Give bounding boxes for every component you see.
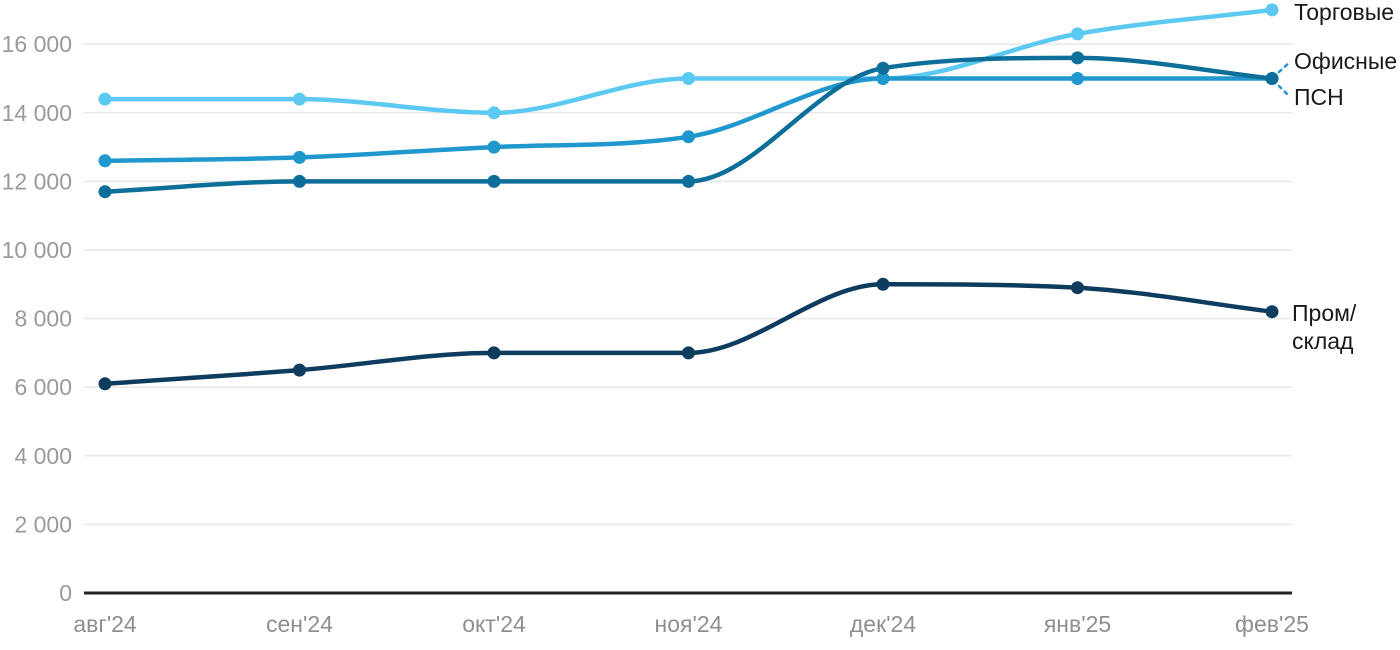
data-point	[1071, 281, 1084, 295]
legend-label-psn: ПСН	[1294, 84, 1344, 110]
x-axis-tick-labels: авг'24 сен'24 окт'24 ноя'24 дек'24 янв'25 фев'…	[73, 611, 1309, 637]
series-lines	[98, 3, 1279, 391]
leader-line-psn	[1277, 84, 1292, 99]
data-point	[876, 61, 890, 75]
data-point	[876, 72, 890, 85]
data-point	[682, 174, 695, 188]
y-tick-label: 10 000	[2, 237, 72, 263]
series-line	[102, 282, 1275, 387]
x-tick-label: сен'24	[266, 611, 333, 637]
data-point	[1071, 51, 1084, 65]
data-point	[98, 92, 112, 106]
data-point	[682, 346, 695, 360]
y-tick-label: 12 000	[2, 168, 72, 194]
gridlines	[84, 43, 1292, 526]
data-point	[487, 346, 501, 360]
data-point	[293, 174, 306, 188]
y-tick-label: 0	[59, 580, 72, 606]
x-tick-label: фев'25	[1235, 611, 1309, 637]
series-ПСН	[98, 72, 1279, 168]
data-point	[293, 92, 306, 106]
x-tick-label: авг'24	[73, 611, 137, 637]
data-point	[293, 363, 306, 377]
data-point	[293, 150, 306, 164]
series-Торговые	[98, 3, 1279, 120]
data-point	[1265, 305, 1279, 319]
legend-label-ofisnye: Офисные	[1294, 48, 1397, 74]
y-tick-label: 4 000	[14, 443, 72, 469]
data-point	[682, 130, 695, 144]
data-point	[876, 277, 890, 291]
x-tick-label: янв'25	[1044, 611, 1111, 637]
data-point	[1071, 27, 1084, 41]
y-tick-label: 14 000	[2, 100, 72, 126]
legend: Торговые Офисные ПСН Пром/ склад	[1277, 0, 1397, 354]
series-line	[102, 7, 1275, 116]
legend-label-prom-sklad-line1: Пром/	[1292, 300, 1357, 326]
y-axis-tick-labels: 0 2 000 4 000 6 000 8 000 10 000 12 000 14 000 1…	[2, 31, 72, 606]
data-point	[1071, 72, 1084, 85]
data-point	[98, 185, 112, 199]
data-point	[98, 154, 112, 168]
series-line	[102, 76, 1275, 164]
data-point	[1265, 3, 1279, 17]
y-tick-label: 16 000	[2, 31, 72, 57]
x-tick-label: дек'24	[850, 611, 916, 637]
data-point	[98, 377, 112, 391]
data-point	[682, 72, 695, 85]
data-point	[1265, 72, 1279, 85]
x-tick-label: ноя'24	[655, 611, 723, 637]
series-Офисные	[98, 51, 1279, 199]
y-tick-label: 2 000	[14, 511, 72, 537]
legend-label-prom-sklad-line2: склад	[1292, 328, 1354, 354]
legend-label-torgovye: Торговые	[1294, 0, 1394, 25]
data-point	[487, 106, 501, 120]
y-tick-label: 6 000	[14, 374, 72, 400]
series-Пром/склад	[98, 277, 1279, 391]
y-tick-label: 8 000	[14, 306, 72, 332]
x-tick-label: окт'24	[462, 611, 526, 637]
data-point	[487, 140, 501, 154]
leader-line-ofisnye	[1277, 60, 1292, 74]
data-point	[487, 174, 501, 188]
